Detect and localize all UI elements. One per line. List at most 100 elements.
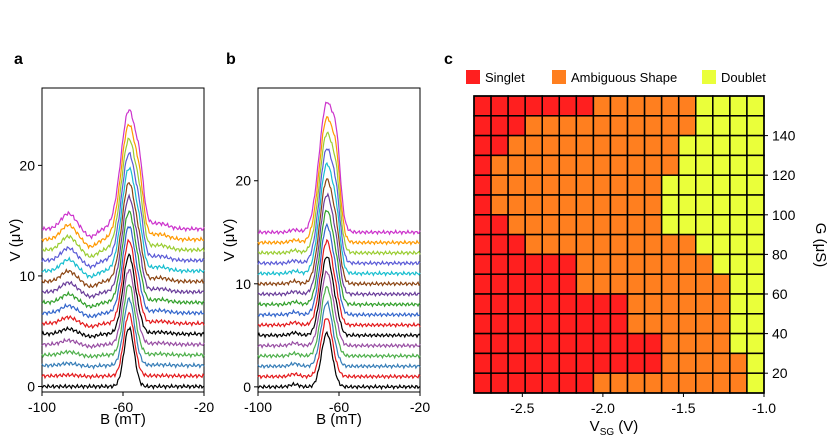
heatmap-cell	[507, 194, 526, 216]
heatmap-cell	[507, 134, 526, 157]
heatmap-cell	[712, 352, 731, 374]
heatmap-cell	[695, 134, 714, 157]
heatmap-cell	[575, 332, 595, 355]
heatmap-cell	[473, 134, 492, 157]
x-axis-title-c: VSG (V)	[590, 418, 639, 438]
heatmap-cell	[473, 332, 492, 355]
heatmap-cell	[609, 313, 629, 335]
heatmap-cell	[490, 372, 509, 394]
trace-line	[41, 193, 205, 300]
heatmap-cell	[473, 352, 492, 374]
x-axis-title-b: B (mT)	[316, 411, 362, 428]
heatmap-cell	[592, 332, 612, 355]
y-tick-label: 20	[19, 157, 35, 173]
heatmap-cell	[524, 154, 543, 176]
trace-line	[257, 178, 421, 287]
x-tick-label: -60	[329, 399, 349, 415]
heatmap-cell	[609, 154, 629, 176]
heatmap-cell	[575, 115, 595, 137]
heatmap-cell	[575, 134, 595, 157]
heatmap-cell	[473, 293, 492, 315]
heatmap-cell	[695, 372, 714, 394]
legend-label: Ambiguous Shape	[571, 70, 677, 85]
heatmap-cell	[575, 372, 595, 394]
heatmap-cell	[677, 194, 697, 216]
trace-line	[41, 151, 205, 270]
heatmap-cell	[490, 233, 509, 256]
heatmap-cell	[507, 154, 526, 176]
heatmap-cell	[677, 154, 697, 176]
heatmap-cell	[626, 273, 646, 295]
heatmap-cell	[643, 214, 663, 236]
heatmap-cell	[695, 154, 714, 176]
heatmap-cell	[712, 253, 731, 275]
heatmap-cell	[643, 174, 663, 196]
heatmap-cell	[712, 273, 731, 295]
heatmap-cell	[524, 313, 543, 335]
heatmap-cell	[695, 332, 714, 355]
heatmap-cell	[524, 273, 543, 295]
heatmap-cell	[746, 313, 765, 335]
heatmap-cell	[507, 253, 526, 275]
heatmap-cell	[660, 352, 680, 374]
trace-line	[257, 192, 421, 298]
heatmap-cell	[626, 194, 646, 216]
heatmap-cell	[626, 352, 646, 374]
heatmap-cell	[695, 233, 714, 256]
x-tick-label: -2.0	[591, 400, 615, 416]
heatmap-cell	[677, 352, 697, 374]
heatmap-cell	[507, 372, 526, 394]
heatmap-cell	[473, 313, 492, 335]
x-tick-label: -100	[244, 399, 272, 415]
y-tick-label: 20	[235, 173, 251, 189]
heatmap-cell	[592, 214, 612, 236]
heatmap-cell	[729, 233, 748, 256]
trace-line	[257, 101, 421, 236]
y-axis-title-a: V (μV)	[7, 219, 24, 262]
heatmap-cell	[575, 233, 595, 256]
heatmap-cell	[609, 352, 629, 374]
heatmap-cell	[729, 95, 748, 117]
heatmap-cell	[473, 273, 492, 295]
trace-line	[257, 330, 421, 391]
heatmap-cell	[695, 174, 714, 196]
heatmap-cell	[592, 154, 612, 176]
trace-line	[41, 123, 205, 250]
heatmap-cell	[592, 134, 612, 157]
heatmap-cell	[541, 194, 561, 216]
heatmap-cell	[643, 293, 663, 315]
trace-line	[41, 325, 205, 390]
heatmap-cell	[575, 313, 595, 335]
heatmap-cell	[695, 95, 714, 117]
trace-line	[41, 311, 205, 380]
heatmap-cell	[695, 293, 714, 315]
x-tick-label: -20	[194, 399, 214, 415]
heatmap-cell	[746, 134, 765, 157]
heatmap-cell	[609, 134, 629, 157]
heatmap-cell	[712, 372, 731, 394]
heatmap-cell	[507, 273, 526, 295]
heatmap-cell	[660, 313, 680, 335]
heatmap-cell	[660, 293, 680, 315]
y-tick-label: 0	[27, 378, 35, 394]
heatmap-cell	[558, 154, 578, 176]
trace-line	[257, 300, 421, 370]
heatmap-cell	[746, 174, 765, 196]
heatmap-cell	[643, 134, 663, 157]
heatmap-cell	[507, 174, 526, 196]
heatmap-cell	[712, 95, 731, 117]
trace-line	[257, 318, 421, 380]
heatmap-cell	[575, 154, 595, 176]
heatmap-cell	[507, 332, 526, 355]
heatmap-cell	[592, 95, 612, 117]
heatmap-cell	[609, 194, 629, 216]
x-tick-label: -100	[28, 399, 56, 415]
heatmap-cell	[575, 273, 595, 295]
heatmap-cell	[541, 352, 561, 374]
heatmap-cell	[729, 194, 748, 216]
heatmap-cell	[575, 194, 595, 216]
heatmap-cell	[677, 115, 697, 137]
heatmap-cell	[609, 372, 629, 394]
heatmap-cell	[575, 293, 595, 315]
